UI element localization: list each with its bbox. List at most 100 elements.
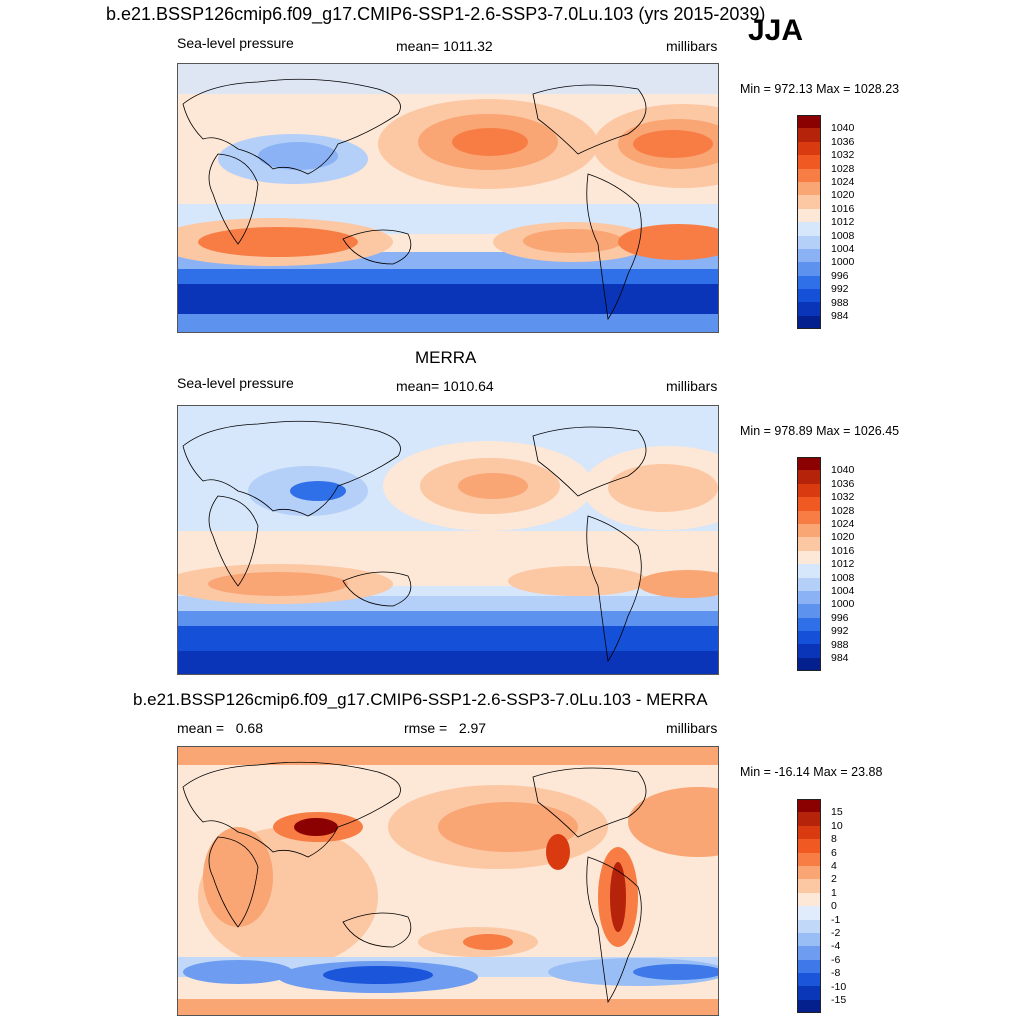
colorbar-label: -10: [831, 980, 847, 993]
colorbar-label: 1036: [831, 135, 855, 148]
colorbar-swatch: [797, 564, 821, 578]
colorbar-swatch: [797, 631, 821, 645]
panel-obs-units: millibars: [666, 378, 718, 394]
colorbar-label: 1020: [831, 531, 855, 544]
colorbar-swatch: [797, 577, 821, 591]
panel-obs-map: [177, 405, 719, 675]
colorbar-swatch: [797, 812, 821, 826]
panel-model-units: millibars: [666, 38, 718, 54]
panel-obs-title: MERRA: [415, 348, 477, 367]
colorbar-label: 996: [831, 611, 849, 624]
colorbar-swatch: [797, 973, 821, 987]
colorbar-swatch: [797, 483, 821, 498]
colorbar-swatch: [797, 195, 821, 209]
colorbar-swatch: [797, 932, 821, 947]
colorbar-swatch: [797, 946, 821, 960]
colorbar-label: 6: [831, 846, 837, 859]
season-label: JJA: [748, 14, 804, 47]
colorbar-label: -2: [831, 927, 841, 939]
colorbar-label: 1028: [831, 504, 855, 517]
colorbar-swatch: [797, 510, 821, 524]
panel-diff-mean: mean = 0.68: [177, 720, 264, 736]
colorbar-swatch: [797, 986, 821, 1000]
colorbar-swatch: [797, 537, 821, 551]
colorbar-label: 1004: [831, 243, 855, 255]
colorbar-swatch: [797, 155, 821, 169]
colorbar-label: 1024: [831, 518, 855, 530]
figure-title: b.e21.BSSP126cmip6.f09_g17.CMIP6-SSP1-2.…: [106, 4, 766, 24]
colorbar-label: 1036: [831, 477, 855, 490]
colorbar-swatch: [797, 141, 821, 156]
colorbar-label: 0: [831, 900, 837, 913]
colorbar-swatch: [797, 590, 821, 605]
colorbar-label: 10: [831, 819, 843, 832]
colorbar-label: 8: [831, 833, 837, 846]
colorbar-swatch: [797, 879, 821, 893]
panel-obs-colorbar: [797, 457, 821, 672]
colorbar-swatch: [797, 865, 821, 880]
colorbar-label: 1040: [831, 464, 855, 477]
panel-model-mean: mean= 1011.32: [396, 38, 493, 54]
colorbar-swatch: [797, 906, 821, 920]
panel-diff-contours: [178, 747, 718, 1015]
colorbar-label: 992: [831, 283, 849, 296]
colorbar-label: -4: [831, 940, 841, 953]
colorbar-label: 1004: [831, 585, 855, 597]
colorbar-swatch: [797, 644, 821, 658]
colorbar-label: 4: [831, 860, 837, 872]
panel-obs-contours: [178, 406, 718, 674]
colorbar-label: 1: [831, 886, 837, 899]
colorbar-swatch: [797, 617, 821, 632]
colorbar-label: 988: [831, 296, 849, 309]
colorbar-label: 1032: [831, 491, 855, 504]
colorbar-label: 1032: [831, 149, 855, 162]
panel-model-variable: Sea-level pressure: [177, 35, 294, 51]
panel-model-minmax: Min = 972.13 Max = 1028.23: [740, 82, 900, 96]
colorbar-swatch: [797, 839, 821, 853]
colorbar-label: 1000: [831, 256, 855, 269]
colorbar-label: 15: [831, 806, 843, 819]
colorbar-label: 1000: [831, 598, 855, 611]
colorbar-label: 1040: [831, 122, 855, 135]
colorbar-label: 1028: [831, 162, 855, 175]
colorbar-swatch: [797, 892, 821, 907]
panel-model-contours: [178, 64, 718, 332]
colorbar-swatch: [797, 168, 821, 182]
colorbar-swatch: [797, 852, 821, 866]
colorbar-swatch: [797, 262, 821, 276]
colorbar-label: 988: [831, 638, 849, 651]
panel-diff-map: [177, 746, 719, 1016]
panel-diff-colorbar: [797, 799, 821, 1014]
panel-obs-variable: Sea-level pressure: [177, 375, 294, 391]
colorbar-swatch: [797, 457, 821, 471]
panel-diff-units: millibars: [666, 720, 718, 736]
panel-model-map: [177, 63, 719, 333]
colorbar-swatch: [797, 181, 821, 196]
colorbar-label: 2: [831, 873, 837, 886]
colorbar-label: -15: [831, 994, 847, 1006]
panel-obs-mean: mean= 1010.64: [396, 378, 494, 394]
colorbar-label: 984: [831, 652, 849, 664]
colorbar-swatch: [797, 550, 821, 565]
colorbar-swatch: [797, 919, 821, 933]
colorbar-swatch: [797, 128, 821, 142]
panel-diff-minmax: Min = -16.14 Max = 23.88: [740, 765, 883, 779]
colorbar-swatch: [797, 235, 821, 249]
colorbar-label: 1008: [831, 229, 855, 242]
colorbar-label: -8: [831, 967, 841, 980]
colorbar-label: 984: [831, 310, 849, 322]
colorbar-label: 1008: [831, 571, 855, 584]
colorbar-swatch: [797, 248, 821, 263]
colorbar-swatch: [797, 999, 821, 1014]
colorbar-label: 1016: [831, 202, 855, 215]
panel-diff-title: b.e21.BSSP126cmip6.f09_g17.CMIP6-SSP1-2.…: [133, 690, 708, 709]
colorbar-label: 996: [831, 269, 849, 282]
colorbar-swatch: [797, 208, 821, 223]
colorbar-swatch: [797, 115, 821, 129]
colorbar-swatch: [797, 302, 821, 316]
colorbar-label: 1012: [831, 558, 855, 571]
colorbar-swatch: [797, 657, 821, 672]
colorbar-swatch: [797, 825, 821, 840]
colorbar-label: -6: [831, 953, 841, 966]
colorbar-swatch: [797, 959, 821, 974]
